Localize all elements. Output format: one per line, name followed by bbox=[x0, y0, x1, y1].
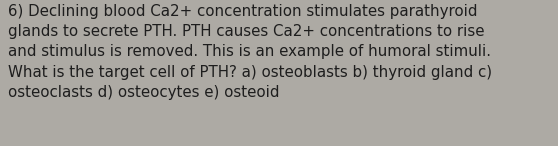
Text: 6) Declining blood Ca2+ concentration stimulates parathyroid
glands to secrete P: 6) Declining blood Ca2+ concentration st… bbox=[8, 4, 493, 100]
